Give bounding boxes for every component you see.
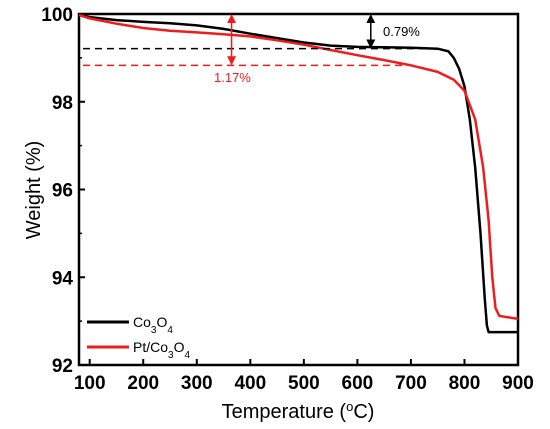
y-tick-label-4: 100 — [41, 5, 73, 26]
x-tick-label-1: 200 — [127, 373, 159, 394]
y-tick-label-0: 92 — [52, 356, 73, 377]
y-tick-label-1: 94 — [52, 268, 74, 289]
plot-frame — [77, 12, 520, 367]
x-tick-label-3: 400 — [234, 373, 266, 394]
legend-text-part: Pt/Co — [133, 339, 168, 355]
legend-text-part: 4 — [184, 350, 190, 361]
legend-text-part: O — [174, 339, 185, 355]
legend-label-co3o4: Co3O4 — [133, 314, 173, 336]
x-tick-label-2: 300 — [181, 373, 213, 394]
legend-label-pt-co3o4: Pt/Co3O4 — [133, 339, 190, 361]
annotations-layer: 0.79% 1.17% — [83, 14, 438, 85]
x-tick-label-0: 100 — [74, 373, 106, 394]
plot-area — [77, 12, 520, 367]
y-tick-label-2: 96 — [52, 181, 73, 202]
x-title-degree: o — [346, 399, 353, 414]
series-line-0 — [78, 13, 518, 334]
x-tick-label-8: 900 — [502, 373, 534, 394]
axis-ticks: 100 200 300 400 500 600 700 800 900 92 94 96 98 100 — [41, 5, 534, 394]
y-axis-title: Weight (%) — [23, 141, 45, 240]
series-line-1 — [78, 13, 519, 321]
legend-text-part: O — [156, 314, 167, 330]
x-tick-label-7: 800 — [449, 373, 481, 394]
x-title-unit: C) — [353, 401, 374, 423]
x-axis-title: Temperature (oC) — [222, 399, 375, 424]
y-tick-label-3: 98 — [52, 93, 73, 114]
weight-loss-label-co3o4: 0.79% — [383, 24, 420, 39]
x-title-main: Temperature ( — [222, 401, 347, 423]
weight-loss-label-pt-co3o4: 1.17% — [214, 70, 251, 85]
series-layer — [78, 13, 519, 334]
legend-text-part: 3 — [151, 325, 157, 336]
x-tick-label-4: 500 — [288, 373, 320, 394]
x-tick-label-5: 600 — [342, 373, 374, 394]
legend-text-part: 4 — [167, 325, 173, 336]
legend: Co3O4 Pt/Co3O4 — [87, 314, 190, 361]
x-tick-label-6: 700 — [395, 373, 427, 394]
legend-text-part: 3 — [168, 350, 174, 361]
legend-text-part: Co — [133, 314, 151, 330]
